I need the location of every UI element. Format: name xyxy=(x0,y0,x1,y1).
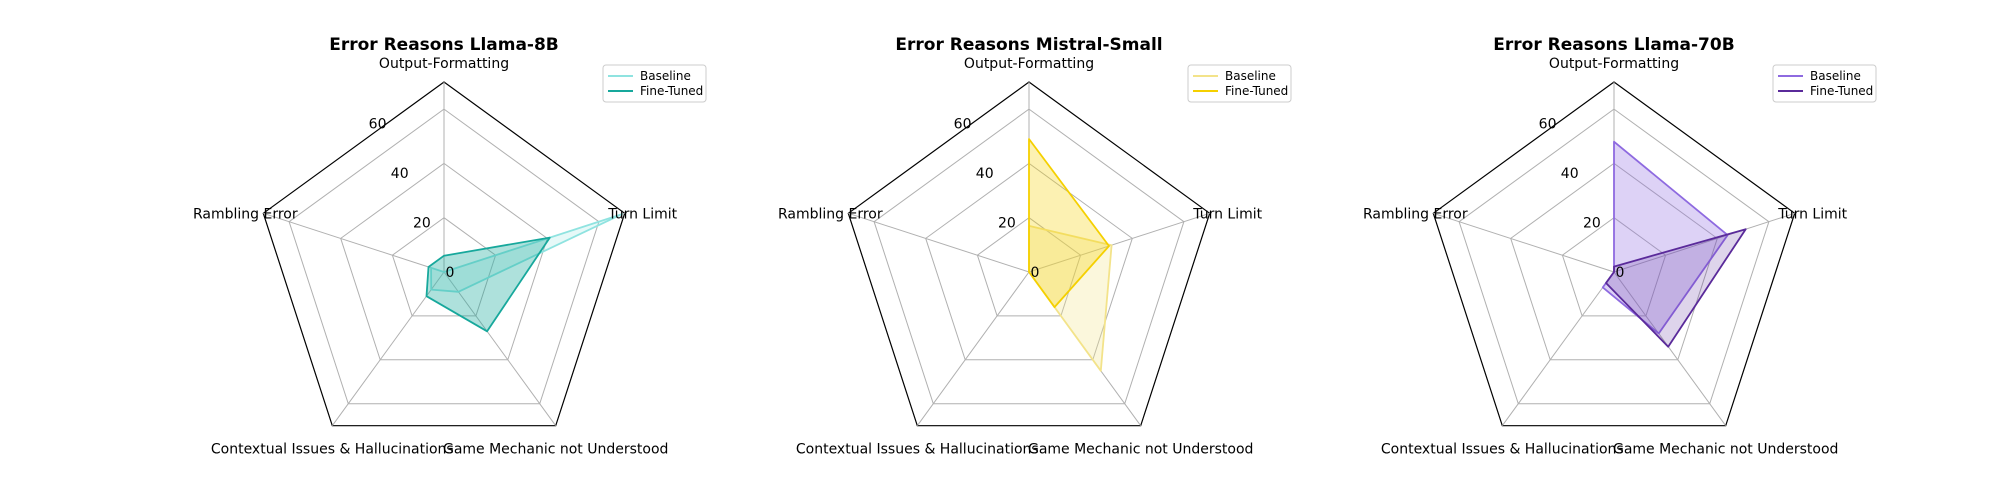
spoke-line xyxy=(916,271,1030,426)
axis-label: Contextual Issues & Hallucinations xyxy=(211,442,454,458)
gridline-ring xyxy=(1561,217,1667,317)
spoke-line xyxy=(1613,271,1727,426)
axis-label: Game Mechanic not Understood xyxy=(1028,442,1253,458)
gridline-ring xyxy=(1510,162,1718,361)
legend-box xyxy=(1187,64,1292,103)
radial-tick-label: 60 xyxy=(1539,116,1557,132)
axis-label: Output-Formatting xyxy=(379,56,509,72)
radial-tick-label: 0 xyxy=(1031,265,1040,281)
legend-label: Fine-Tuned xyxy=(1810,84,1873,98)
axis-label: Contextual Issues & Hallucinations xyxy=(796,442,1039,458)
legend-label: Fine-Tuned xyxy=(1225,84,1288,98)
spoke-line xyxy=(443,271,557,426)
axis-label: Output-Formatting xyxy=(1549,56,1679,72)
legend-label: Baseline xyxy=(1225,69,1276,83)
series-area-fine-tuned xyxy=(425,236,551,333)
radar-frame xyxy=(262,81,626,427)
chart-title: Error Reasons Llama-70B xyxy=(1493,35,1734,55)
radar-frame xyxy=(1432,81,1796,427)
radial-tick-label: 60 xyxy=(369,116,387,132)
gridline-ring xyxy=(976,217,1082,317)
gridline-ring xyxy=(925,162,1133,361)
series-area-baseline xyxy=(1601,140,1729,335)
radial-tick-label: 40 xyxy=(976,166,994,182)
spoke-line xyxy=(331,271,445,426)
radial-tick-label: 20 xyxy=(1583,215,1601,231)
series-area-baseline xyxy=(430,213,623,293)
spoke-line xyxy=(1028,212,1210,273)
chart-title: Error Reasons Mistral-Small xyxy=(895,35,1162,55)
axis-label: Game Mechanic not Understood xyxy=(443,442,668,458)
gridline-ring xyxy=(873,108,1185,405)
radar-chart-3: 0 20 40 60 Output-Formatting Turn Limit Game M… xyxy=(1363,35,1877,458)
radar-frame xyxy=(847,81,1211,427)
axis-label: Turn Limit xyxy=(1777,206,1847,222)
legend-label: Fine-Tuned xyxy=(640,84,703,98)
spoke-line xyxy=(1433,212,1615,273)
gridline-ring xyxy=(340,162,548,361)
axis-label: Turn Limit xyxy=(607,206,677,222)
radial-tick-label: 20 xyxy=(413,215,431,231)
radial-tick-label: 0 xyxy=(1616,265,1625,281)
spoke-line xyxy=(848,212,1030,273)
radial-tick-label: 0 xyxy=(446,265,455,281)
series-area-fine-tuned xyxy=(1605,228,1747,348)
axis-label: Rambling Error xyxy=(778,206,883,222)
legend-box xyxy=(1772,64,1877,103)
axis-label: Output-Formatting xyxy=(964,56,1094,72)
radial-tick-label: 60 xyxy=(954,116,972,132)
spoke-line xyxy=(1613,212,1795,273)
spoke-line xyxy=(263,212,445,273)
series-area-fine-tuned xyxy=(1028,138,1110,309)
gridline-ring xyxy=(288,108,600,405)
legend-label: Baseline xyxy=(1810,69,1861,83)
axis-label: Game Mechanic not Understood xyxy=(1613,442,1838,458)
chart-title: Error Reasons Llama-8B xyxy=(329,35,559,55)
radial-tick-label: 40 xyxy=(391,166,409,182)
axis-label: Rambling Error xyxy=(193,206,298,222)
radial-tick-label: 20 xyxy=(998,215,1016,231)
legend-box xyxy=(602,64,707,103)
axis-label: Rambling Error xyxy=(1363,206,1468,222)
radial-tick-label: 40 xyxy=(1561,166,1579,182)
radar-chart-1: 0 20 40 60 Output-Formatting Turn Limit Game M… xyxy=(193,35,707,458)
axis-label: Turn Limit xyxy=(1192,206,1262,222)
spoke-line xyxy=(1501,271,1615,426)
gridline-ring xyxy=(1458,108,1770,405)
radar-chart-2: 0 20 40 60 Output-Formatting Turn Limit Game M… xyxy=(778,35,1292,458)
legend-label: Baseline xyxy=(640,69,691,83)
axis-label: Contextual Issues & Hallucinations xyxy=(1381,442,1624,458)
